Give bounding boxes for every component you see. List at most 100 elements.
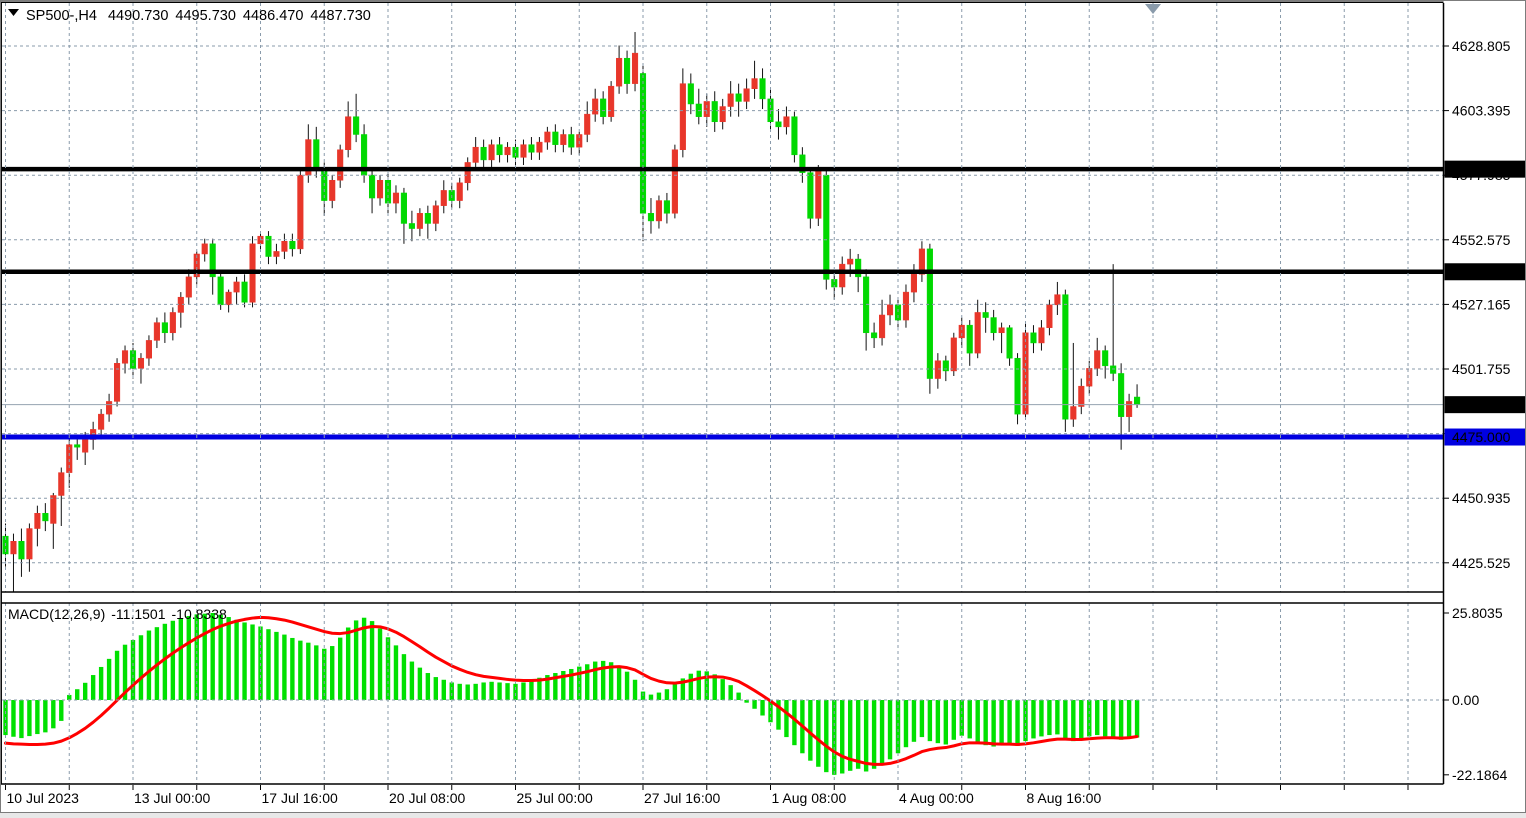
candle — [432, 200, 439, 232]
candle-body — [329, 179, 336, 201]
candle-body — [663, 200, 670, 214]
chart-title-part: 4490.730 — [108, 8, 168, 24]
candle — [392, 185, 400, 214]
candle — [114, 358, 121, 407]
macd-bar — [441, 679, 446, 700]
candle-body — [217, 276, 224, 306]
candle — [201, 238, 208, 262]
candle-body — [265, 235, 272, 257]
candle-body — [544, 131, 551, 143]
macd-bar — [1118, 700, 1124, 740]
candle — [719, 98, 726, 130]
candle — [488, 139, 495, 168]
grid-layer — [2, 3, 1444, 784]
candle-body — [552, 131, 559, 145]
candle — [58, 467, 65, 526]
candle — [1078, 378, 1085, 415]
macd-bar — [680, 678, 686, 700]
candle-body — [1038, 327, 1045, 344]
candle — [337, 144, 344, 188]
macd-bar — [314, 645, 319, 700]
macd-axis-label: -22.1864 — [1452, 767, 1507, 783]
macd-bar — [887, 700, 893, 760]
macd-bar — [608, 662, 614, 700]
candle — [329, 175, 336, 209]
macd-bar — [19, 700, 24, 739]
candle — [871, 322, 878, 349]
candle — [934, 353, 941, 389]
candle-body — [400, 192, 407, 224]
time-axis[interactable]: 10 Jul 2023 13 Jul 00:00 17 Jul 16:00 20 Ju… — [5, 785, 1409, 806]
chart-shift-marker-icon — [1145, 4, 1162, 14]
candle — [161, 312, 168, 343]
candle — [807, 167, 814, 229]
macd-bar — [744, 700, 749, 703]
chart-title-part: 4495.730 — [175, 8, 235, 24]
candle — [376, 175, 384, 206]
macd-bar — [1055, 700, 1060, 735]
macd-bar — [1079, 700, 1084, 740]
macd-bar — [816, 700, 821, 767]
macd-bar — [90, 675, 96, 700]
macd-bar — [871, 700, 877, 769]
candle — [902, 284, 910, 328]
price-axis[interactable]: 4628.8054603.3954577.9854552.5754527.165… — [1444, 38, 1526, 783]
candle-body — [791, 116, 798, 156]
candle — [145, 335, 152, 366]
macd-bar — [337, 637, 343, 700]
candle-body — [456, 182, 463, 201]
macd-bar — [75, 689, 80, 700]
candle-body — [209, 243, 216, 278]
candle — [775, 109, 782, 140]
macd-signal-line — [4, 615, 1139, 766]
resistance-line-4540-label: 4540.000 — [1444, 263, 1526, 281]
time-axis-label: 1 Aug 08:00 — [772, 790, 847, 806]
candle-body — [520, 144, 527, 158]
current-price-label: 4487.730 — [1444, 396, 1526, 414]
candle — [241, 274, 248, 308]
candle-body — [82, 439, 89, 453]
candle-body — [592, 98, 599, 115]
macd-bar — [879, 700, 885, 765]
macd-bar — [98, 666, 104, 700]
macd-bar — [553, 673, 558, 700]
chart-title-part: 4487.730 — [310, 8, 370, 24]
candle — [1014, 353, 1021, 425]
candle — [950, 332, 957, 377]
candle-body — [297, 174, 304, 250]
candle — [233, 276, 240, 305]
candle — [966, 320, 973, 366]
time-axis-label: 8 Aug 16:00 — [1027, 790, 1102, 806]
candle-body — [424, 213, 431, 224]
time-axis-label: 20 Jul 08:00 — [389, 790, 465, 806]
candle — [926, 243, 933, 394]
candle-body — [759, 78, 766, 100]
candle-body — [823, 174, 830, 280]
macd-bar — [967, 700, 972, 739]
macd-panel[interactable] — [3, 613, 1140, 775]
macd-bar — [202, 613, 207, 700]
candle-body — [679, 83, 686, 150]
chart-title-part: 4486.470 — [243, 8, 303, 24]
candle-body — [536, 141, 543, 153]
panel-frame — [0, 1, 1445, 785]
macd-histogram — [3, 613, 1140, 775]
candle-body — [783, 116, 790, 128]
macd-bar — [114, 650, 120, 700]
candle-body — [926, 248, 933, 379]
price-label-box — [1444, 263, 1526, 281]
candle — [42, 503, 49, 532]
symbol-dropdown-icon[interactable] — [8, 9, 19, 16]
macd-bar — [369, 621, 375, 700]
price-axis-label: 4450.935 — [1452, 490, 1511, 506]
macd-bar — [991, 700, 996, 747]
candle-body — [647, 213, 655, 222]
candle — [616, 45, 623, 94]
macd-bar — [401, 654, 407, 700]
candle — [918, 241, 925, 282]
macd-bar — [1095, 700, 1100, 736]
candle-body — [528, 144, 535, 153]
candle — [185, 269, 192, 305]
candle-body — [775, 121, 782, 128]
